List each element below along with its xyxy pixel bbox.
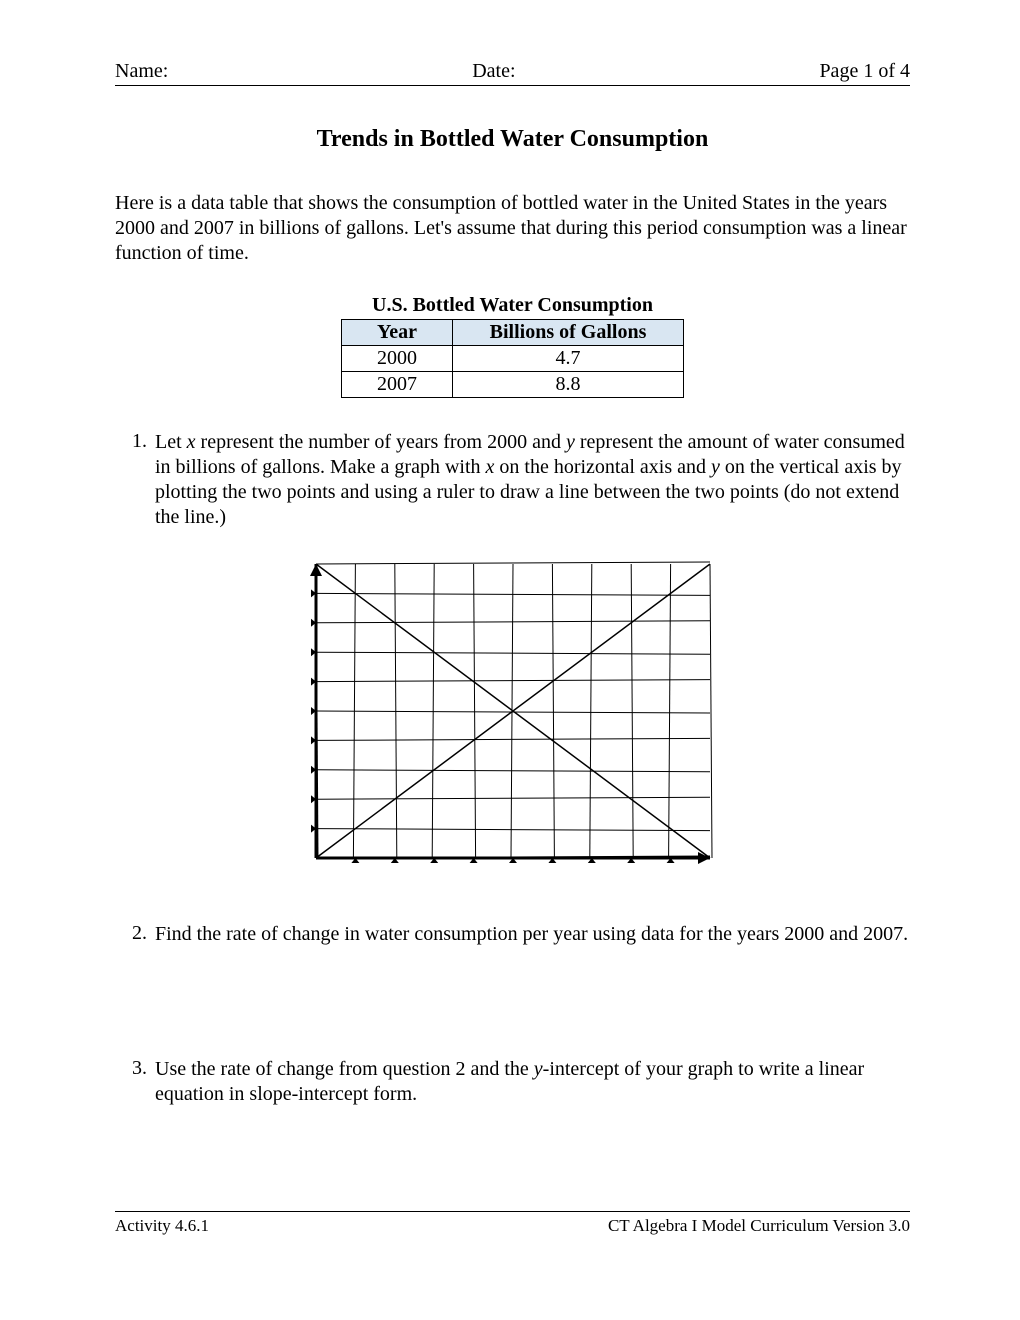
data-table-section: U.S. Bottled Water Consumption Year Bill…: [115, 294, 910, 398]
page-number: Page 1 of 4: [819, 60, 910, 83]
table-row: 2007 8.8: [342, 372, 684, 398]
table-cell: 2007: [342, 372, 453, 398]
table-header-row: Year Billions of Gallons: [342, 320, 684, 346]
page-footer: Activity 4.6.1 CT Algebra I Model Curric…: [115, 1211, 910, 1236]
graph-container: [115, 546, 910, 882]
footer-rule: [115, 1211, 910, 1212]
question-text: Use the rate of change from question 2 a…: [155, 1057, 910, 1107]
question-3: 3. Use the rate of change from question …: [115, 1057, 910, 1107]
date-label: Date:: [472, 60, 515, 83]
worksheet-page: Name: Date: Page 1 of 4 Trends in Bottle…: [0, 0, 1020, 1320]
intro-paragraph: Here is a data table that shows the cons…: [115, 191, 910, 266]
question-1: 1. Let x represent the number of years f…: [115, 430, 910, 530]
page-title: Trends in Bottled Water Consumption: [115, 126, 910, 153]
question-2: 2. Find the rate of change in water cons…: [115, 922, 910, 947]
table-cell: 4.7: [453, 346, 684, 372]
footer-right: CT Algebra I Model Curriculum Version 3.…: [608, 1216, 910, 1236]
col-header-year: Year: [342, 320, 453, 346]
footer-left: Activity 4.6.1: [115, 1216, 209, 1236]
table-cell: 2000: [342, 346, 453, 372]
col-header-gallons: Billions of Gallons: [453, 320, 684, 346]
question-number: 1.: [115, 430, 155, 530]
question-text: Let x represent the number of years from…: [155, 430, 910, 530]
table-caption: U.S. Bottled Water Consumption: [115, 294, 910, 317]
name-label: Name:: [115, 60, 168, 83]
blank-graph: [298, 546, 728, 876]
data-table: Year Billions of Gallons 2000 4.7 2007 8…: [341, 319, 684, 398]
table-cell: 8.8: [453, 372, 684, 398]
footer-row: Activity 4.6.1 CT Algebra I Model Curric…: [115, 1216, 910, 1236]
question-number: 3.: [115, 1057, 155, 1107]
question-text: Find the rate of change in water consump…: [155, 922, 910, 947]
questions-list: 1. Let x represent the number of years f…: [115, 430, 910, 1107]
table-row: 2000 4.7: [342, 346, 684, 372]
question-number: 2.: [115, 922, 155, 947]
page-header: Name: Date: Page 1 of 4: [115, 60, 910, 86]
